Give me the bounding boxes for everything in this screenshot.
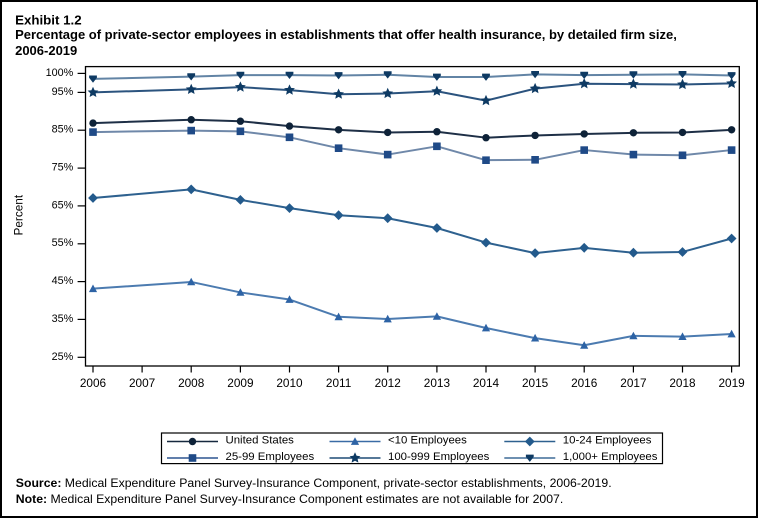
svg-text:2015: 2015 (522, 376, 549, 390)
svg-text:95%: 95% (52, 86, 74, 98)
svg-text:2006: 2006 (80, 376, 107, 390)
svg-text:Percentage of private-sector e: Percentage of private-sector employees i… (15, 27, 677, 42)
svg-text:35%: 35% (52, 313, 74, 325)
svg-text:100%: 100% (46, 67, 74, 79)
svg-text:25-99 Employees: 25-99 Employees (226, 451, 315, 463)
svg-text:2016: 2016 (571, 376, 598, 390)
svg-text:2018: 2018 (669, 376, 696, 390)
svg-text:2014: 2014 (473, 376, 500, 390)
svg-text:Percent: Percent (12, 194, 26, 235)
svg-text:United States: United States (226, 434, 295, 446)
svg-text:85%: 85% (52, 124, 74, 136)
svg-text:55%: 55% (52, 237, 74, 249)
svg-text:2011: 2011 (326, 376, 351, 390)
svg-text:2017: 2017 (620, 376, 646, 390)
svg-text:75%: 75% (52, 162, 74, 174)
svg-text:2007: 2007 (129, 376, 155, 390)
svg-text:<10 Employees: <10 Employees (388, 434, 467, 446)
svg-text:65%: 65% (52, 199, 74, 211)
svg-text:Source: Medical Expenditure Pa: Source: Medical Expenditure Panel Survey… (16, 476, 612, 490)
svg-text:2008: 2008 (178, 376, 205, 390)
svg-text:Exhibit 1.2: Exhibit 1.2 (15, 12, 82, 27)
svg-text:2019: 2019 (718, 376, 744, 390)
svg-text:2009: 2009 (227, 376, 253, 390)
svg-text:2012: 2012 (375, 376, 401, 390)
svg-text:10-24 Employees: 10-24 Employees (563, 434, 652, 446)
svg-text:45%: 45% (52, 275, 74, 287)
svg-text:Note: Medical Expenditure Pane: Note: Medical Expenditure Panel Survey-I… (16, 492, 563, 506)
svg-text:2006-2019: 2006-2019 (15, 43, 77, 58)
svg-text:25%: 25% (52, 351, 74, 363)
svg-text:1,000+ Employees: 1,000+ Employees (563, 451, 658, 463)
svg-text:100-999 Employees: 100-999 Employees (388, 451, 490, 463)
svg-text:2010: 2010 (276, 376, 303, 390)
svg-text:2013: 2013 (424, 376, 451, 390)
